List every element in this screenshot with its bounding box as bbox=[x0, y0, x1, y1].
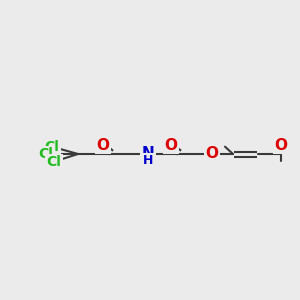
Text: Cl: Cl bbox=[46, 155, 62, 169]
Text: O: O bbox=[97, 138, 110, 153]
Text: Cl: Cl bbox=[45, 140, 59, 154]
Text: N: N bbox=[142, 146, 154, 161]
Text: O: O bbox=[206, 146, 218, 161]
Text: Cl: Cl bbox=[39, 147, 53, 161]
Text: O: O bbox=[164, 138, 178, 153]
Text: H: H bbox=[143, 154, 153, 167]
Text: O: O bbox=[274, 138, 287, 153]
